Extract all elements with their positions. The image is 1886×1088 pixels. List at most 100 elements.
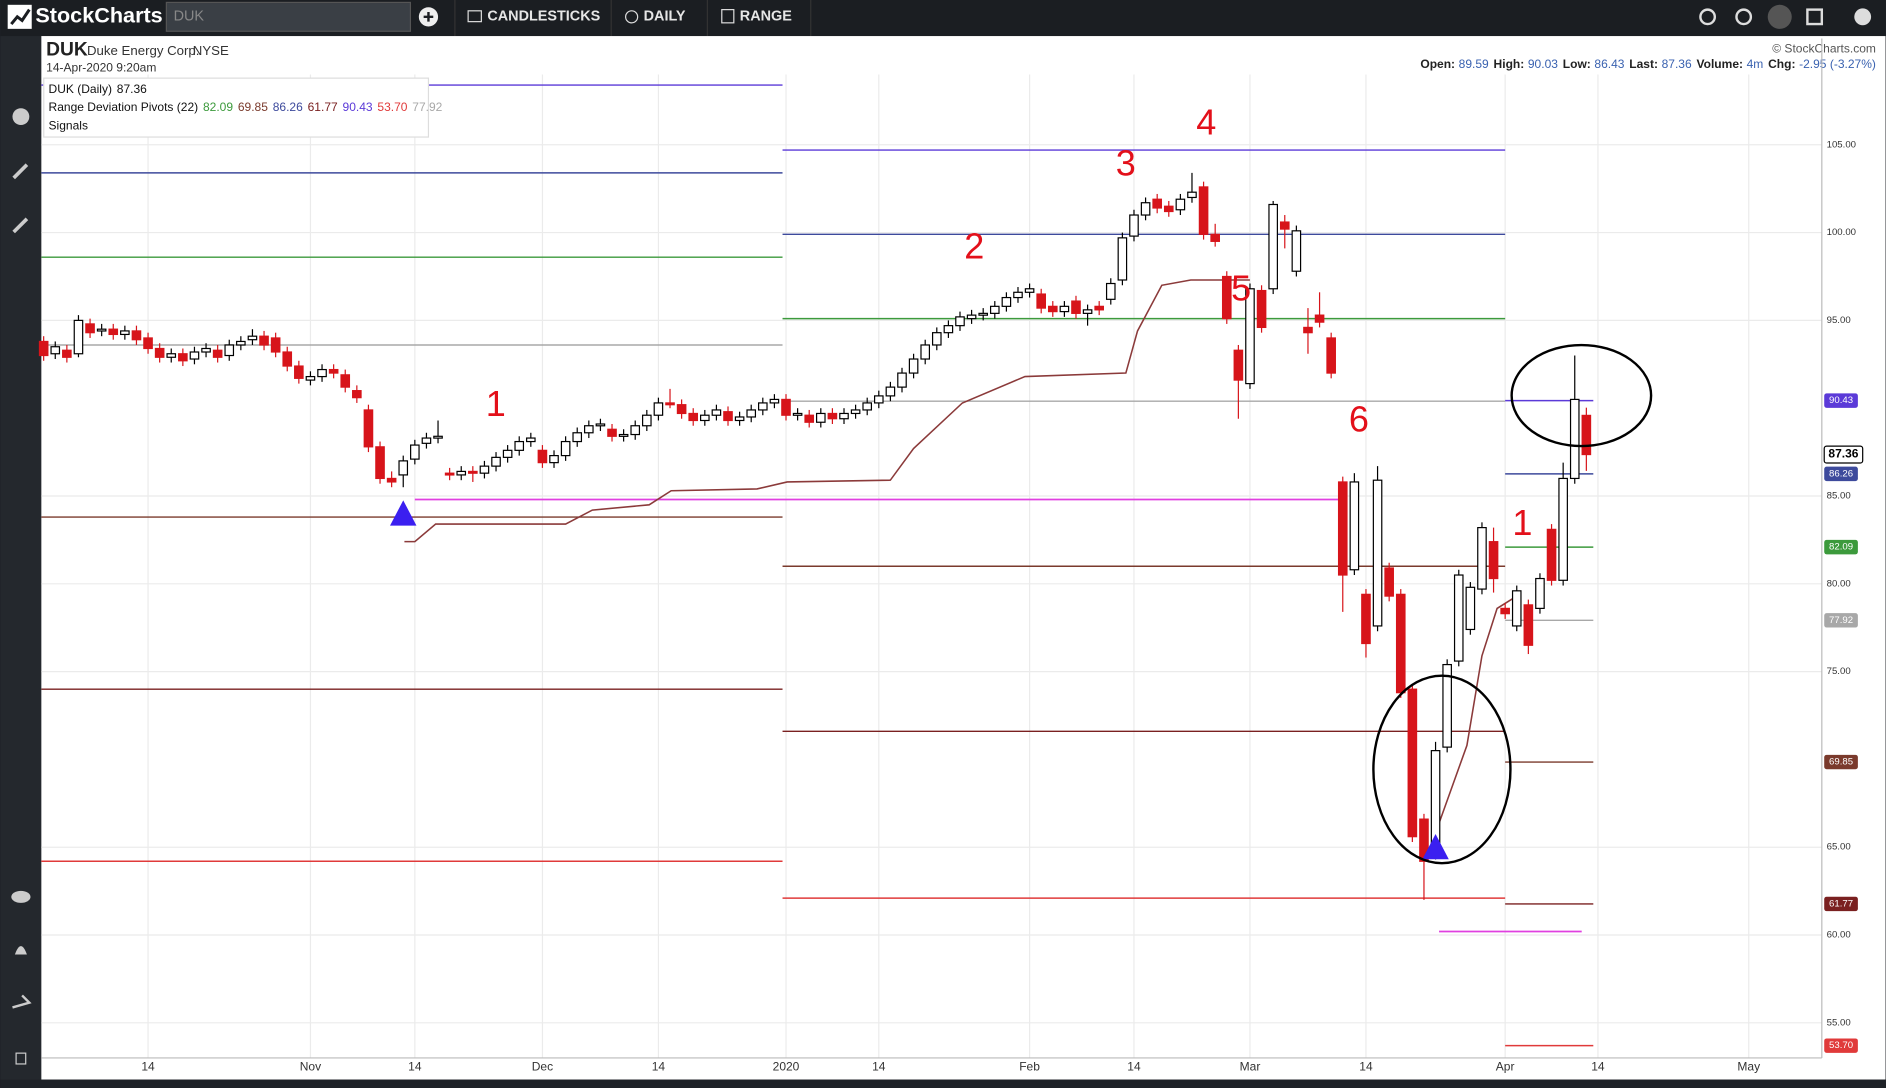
x-tick-label: Nov	[300, 1060, 321, 1074]
price-tag	[1824, 1038, 1858, 1053]
legend-box	[43, 77, 430, 138]
legend-value: 69.85	[238, 100, 268, 114]
candle-body	[1569, 398, 1580, 480]
annotation: 6	[1349, 399, 1369, 440]
candle-body	[955, 316, 965, 327]
legend-value: 86.26	[273, 100, 303, 114]
candle-body	[1140, 202, 1151, 216]
candle-body	[398, 460, 409, 476]
x-tick-label: 14	[872, 1060, 886, 1074]
exchange: NYSE	[193, 43, 229, 58]
price-tag-label: 77.92	[1829, 615, 1853, 626]
last-price-label: 87.36	[1828, 447, 1858, 461]
candle-body	[154, 347, 165, 358]
quote-label: Volume:	[1697, 57, 1744, 71]
candle-body	[96, 328, 107, 332]
user-icon[interactable]	[1854, 8, 1872, 26]
share-icon[interactable]	[12, 994, 32, 1009]
button-icon	[467, 10, 482, 23]
bell-icon[interactable]	[14, 946, 27, 955]
candle-body	[363, 409, 374, 448]
candle-body	[1419, 818, 1429, 862]
x-tick-label: Mar	[1240, 1060, 1261, 1074]
toolbar-button[interactable]: CANDLESTICKS	[487, 9, 600, 25]
y-tick-label: 100.00	[1827, 227, 1856, 238]
candle-body	[328, 368, 339, 374]
candle-body	[642, 414, 652, 427]
brush-icon[interactable]	[12, 163, 29, 180]
toolbar-button[interactable]: DAILY	[644, 9, 686, 25]
candle-body	[1477, 527, 1487, 590]
candle-body	[781, 398, 791, 416]
chart-area	[41, 36, 1886, 1080]
search-box[interactable]	[165, 1, 412, 32]
button-icon	[721, 9, 735, 24]
copyright: © StockCharts.com	[1772, 41, 1876, 55]
pencil-icon[interactable]	[12, 217, 29, 234]
candle-body	[282, 351, 293, 367]
candle-body	[1314, 314, 1325, 323]
candle-body	[665, 402, 675, 406]
candle-body	[931, 332, 942, 346]
quote-value: 90.03	[1528, 57, 1558, 71]
candle-body	[410, 444, 420, 460]
candle-body	[50, 346, 61, 355]
x-tick-label: 14	[1591, 1060, 1605, 1074]
candle-body	[444, 472, 455, 476]
legend-value: 82.09	[203, 100, 233, 114]
candle-body	[560, 440, 571, 457]
button-icon	[625, 10, 639, 24]
quote-value: 4m	[1747, 57, 1764, 71]
y-tick-label: 60.00	[1827, 930, 1851, 941]
candle-body	[630, 425, 641, 436]
candle-body	[885, 386, 896, 397]
price-tag-label: 69.85	[1829, 757, 1853, 768]
logo-text[interactable]: StockCharts	[35, 3, 162, 28]
candle-body	[1013, 291, 1023, 299]
panel-icon[interactable]	[15, 1052, 27, 1065]
candle-body	[1047, 305, 1058, 313]
price-tag	[1824, 539, 1858, 555]
toolbar-button[interactable]: RANGE	[740, 9, 792, 25]
candle-body	[908, 358, 919, 374]
candle-body	[1152, 198, 1162, 209]
price-tag	[1824, 613, 1858, 628]
price-tag-label: 90.43	[1829, 395, 1853, 406]
candle-body	[38, 340, 49, 357]
price-tag	[1824, 754, 1858, 770]
candle-body	[108, 328, 119, 336]
x-tick-label: 14	[652, 1060, 666, 1074]
fullscreen-icon[interactable]	[1806, 8, 1824, 26]
candle-body	[514, 440, 525, 451]
candle-body	[734, 416, 745, 422]
quote-label: High:	[1494, 57, 1525, 71]
candle-body	[618, 433, 629, 437]
search-text[interactable]: DUK	[174, 9, 205, 25]
candle-body	[1036, 293, 1047, 309]
candle-body	[815, 412, 826, 423]
candle-body	[340, 374, 351, 388]
candle-body	[595, 423, 606, 427]
candle-body	[653, 402, 664, 416]
palette-icon[interactable]	[12, 108, 30, 126]
candle-body	[526, 437, 536, 443]
candle-body	[827, 412, 838, 420]
link-icon[interactable]	[1699, 8, 1717, 26]
candle-body	[978, 312, 989, 316]
x-tick-label: Feb	[1019, 1060, 1040, 1074]
candle-body	[676, 404, 687, 415]
candle-body	[1465, 586, 1476, 631]
candle-body	[1361, 593, 1371, 645]
info-icon[interactable]	[1767, 4, 1792, 29]
candle-body	[537, 449, 548, 464]
candle-body	[920, 344, 931, 360]
candle-body	[189, 351, 200, 360]
candle-body	[1187, 191, 1197, 199]
cloud-icon[interactable]	[11, 890, 31, 903]
plot: 14 Nov 14 Dec 14 2020 14 Feb 14 Mar 14 Apr 14 May105.…	[38, 38, 1864, 1074]
legend-signals: Signals	[49, 118, 88, 132]
target-icon[interactable]	[1735, 8, 1753, 26]
last-price-tag	[1823, 445, 1864, 464]
candle-body	[549, 455, 559, 464]
